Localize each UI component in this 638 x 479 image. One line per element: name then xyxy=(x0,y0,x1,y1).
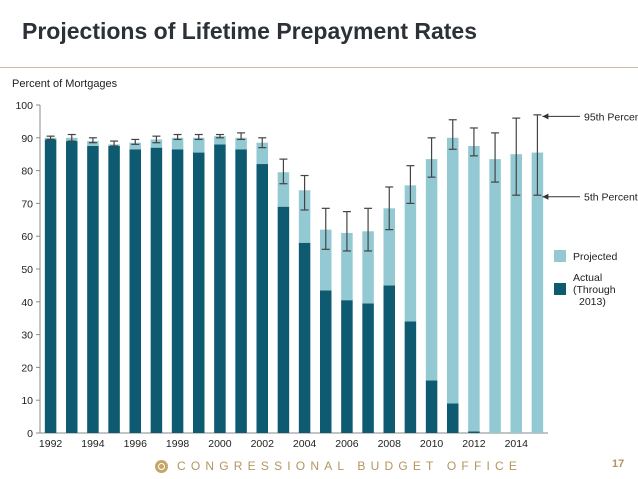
bar-projected xyxy=(341,232,353,301)
legend-swatch-1 xyxy=(554,283,566,295)
bar-projected xyxy=(235,137,247,150)
x-tick-label: 2012 xyxy=(462,438,486,450)
annotation-p5-label: 5th Percentile xyxy=(584,192,638,204)
bar-actual xyxy=(214,144,226,434)
bar-actual xyxy=(404,321,417,433)
bar-projected xyxy=(277,172,290,207)
bar-projected xyxy=(489,159,501,433)
bar-actual xyxy=(320,290,332,433)
bar-projected xyxy=(87,141,99,146)
y-tick-label: 40 xyxy=(21,297,33,309)
bar-projected xyxy=(362,231,374,304)
bar-projected xyxy=(425,159,438,381)
x-tick-label: 1992 xyxy=(39,438,63,450)
bar-projected xyxy=(531,152,544,433)
y-tick-label: 20 xyxy=(21,362,33,374)
bar-projected xyxy=(320,229,332,291)
bar-projected xyxy=(468,146,480,432)
bar-projected xyxy=(510,154,522,433)
slide-title: Projections of Lifetime Prepayment Rates xyxy=(22,18,478,44)
legend-label-1: Actual (Through 2013) xyxy=(573,272,616,308)
bar-projected xyxy=(447,137,459,404)
x-tick-label: 1998 xyxy=(166,438,190,450)
bar-actual xyxy=(171,149,184,433)
title-divider xyxy=(0,67,638,68)
x-tick-label: 2000 xyxy=(208,438,232,450)
bar-projected xyxy=(214,136,226,145)
annotation-arrowhead-p95 xyxy=(542,113,549,120)
y-tick-label: 90 xyxy=(21,133,33,145)
bar-projected xyxy=(256,142,268,165)
bar-actual xyxy=(44,139,57,433)
page-number: 17 xyxy=(612,458,625,470)
bar-actual xyxy=(256,164,268,434)
x-tick-label: 1996 xyxy=(124,438,148,450)
bar-actual xyxy=(468,431,480,433)
y-tick-label: 100 xyxy=(15,100,33,112)
bar-projected xyxy=(171,137,184,150)
legend-swatch-0 xyxy=(554,250,566,262)
bar-actual xyxy=(87,146,99,433)
y-axis-title: Percent of Mortgages xyxy=(12,78,118,90)
bar-projected xyxy=(298,190,311,243)
bar-actual xyxy=(425,380,438,433)
bar-actual xyxy=(277,206,290,433)
x-tick-label: 2006 xyxy=(335,438,359,450)
x-tick-label: 2004 xyxy=(293,438,317,450)
bar-projected xyxy=(404,185,417,322)
bar-projected xyxy=(383,208,395,286)
footer-org-name: CONGRESSIONAL BUDGET OFFICE xyxy=(177,459,523,473)
y-tick-label: 70 xyxy=(21,198,33,210)
footer: CONGRESSIONAL BUDGET OFFICE xyxy=(155,459,522,473)
x-tick-label: 2008 xyxy=(378,438,402,450)
y-tick-label: 50 xyxy=(21,264,33,276)
bar-actual xyxy=(447,403,459,433)
bar-actual xyxy=(108,146,120,433)
y-tick-label: 0 xyxy=(27,428,33,440)
y-tick-label: 60 xyxy=(21,231,33,243)
x-tick-label: 1994 xyxy=(81,438,105,450)
bar-actual xyxy=(129,149,141,433)
legend-label-0: Projected xyxy=(573,251,618,263)
bar-projected xyxy=(193,137,205,153)
cbo-seal-icon xyxy=(155,459,168,473)
bar-actual xyxy=(383,285,395,433)
bar-projected xyxy=(129,142,141,150)
bar-actual xyxy=(341,300,353,433)
y-tick-label: 10 xyxy=(21,395,33,407)
annotation-arrowhead-p5 xyxy=(542,193,549,200)
bar-actual xyxy=(150,147,163,433)
bar-actual xyxy=(66,141,78,433)
y-tick-label: 80 xyxy=(21,166,33,178)
bar-actual xyxy=(193,152,205,433)
bar-projected xyxy=(150,139,163,148)
y-tick-label: 30 xyxy=(21,330,33,342)
bar-actual xyxy=(362,303,374,433)
x-tick-label: 2014 xyxy=(505,438,529,450)
annotation-p95-label: 95th Percentile xyxy=(584,111,638,123)
x-tick-label: 2010 xyxy=(420,438,444,450)
bar-actual xyxy=(235,149,247,433)
x-tick-label: 2002 xyxy=(251,438,275,450)
bar-actual xyxy=(298,242,311,433)
